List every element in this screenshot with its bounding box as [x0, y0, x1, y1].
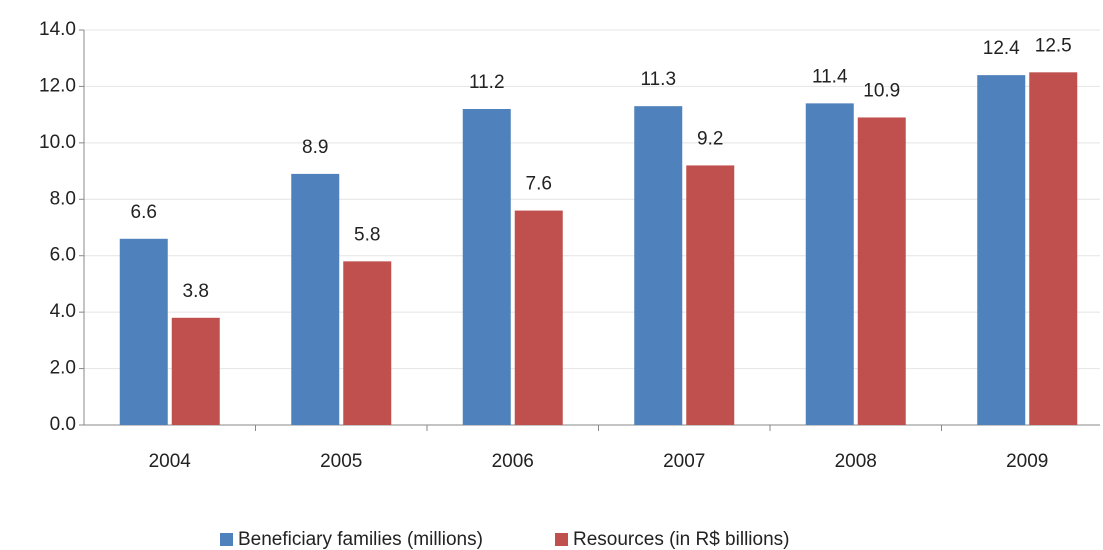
data-label: 3.8 [183, 281, 209, 302]
y-tick-label: 14.0 [39, 19, 76, 40]
legend-swatch [555, 533, 568, 546]
data-label: 9.2 [697, 128, 723, 149]
bar [291, 173, 340, 425]
bar [686, 165, 735, 425]
data-label: 8.9 [302, 137, 328, 158]
y-tick-label: 4.0 [50, 301, 76, 322]
y-tick-label: 10.0 [39, 132, 76, 153]
data-label: 12.5 [1035, 35, 1072, 56]
data-label: 7.6 [526, 174, 552, 195]
x-tick-label: 2008 [835, 451, 877, 472]
y-tick-label: 8.0 [50, 188, 76, 209]
bar [171, 317, 220, 425]
data-label: 11.4 [812, 66, 848, 87]
bar [462, 109, 511, 425]
data-label: 11.3 [640, 69, 676, 90]
data-label: 10.9 [863, 80, 900, 101]
bar [634, 106, 683, 425]
bar [343, 261, 392, 425]
bar [1029, 72, 1078, 426]
bar [805, 103, 854, 425]
x-tick-label: 2007 [663, 451, 705, 472]
bar [119, 238, 168, 425]
data-label: 6.6 [131, 202, 157, 223]
legend-swatch [220, 533, 233, 546]
y-tick-label: 6.0 [50, 245, 76, 266]
bar [857, 117, 906, 425]
y-tick-label: 12.0 [39, 75, 76, 96]
x-tick-label: 2004 [149, 451, 192, 472]
data-label: 12.4 [983, 38, 1020, 59]
x-tick-label: 2006 [492, 451, 534, 472]
x-tick-label: 2009 [1006, 451, 1048, 472]
y-tick-label: 0.0 [50, 414, 76, 435]
legend-label: Beneficiary families (millions) [238, 529, 483, 550]
legend-label: Resources (in R$ billions) [573, 529, 789, 550]
y-tick-label: 2.0 [50, 358, 76, 379]
bar [514, 210, 563, 425]
data-label: 11.2 [469, 72, 505, 93]
x-tick-label: 2005 [320, 451, 362, 472]
data-label: 5.8 [354, 224, 380, 245]
bar [977, 75, 1026, 426]
